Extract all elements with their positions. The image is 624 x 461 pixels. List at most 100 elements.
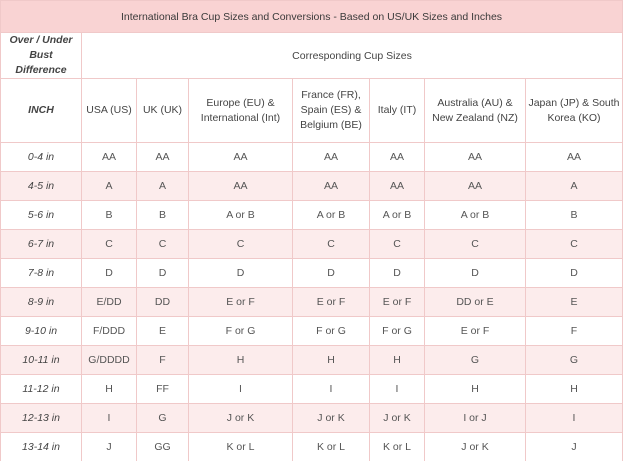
table-title: International Bra Cup Sizes and Conversi… xyxy=(0,0,623,33)
cup-size-cell: A or B xyxy=(369,200,425,230)
cup-size-cell: GG xyxy=(136,432,189,461)
cup-size-cell: D xyxy=(188,258,293,288)
cup-size-cell: H xyxy=(424,374,526,404)
cup-size-cell: C xyxy=(81,229,137,259)
difference-cell: 13-14 in xyxy=(0,432,82,461)
cup-size-cell: DD or E xyxy=(424,287,526,317)
cup-size-cell: G xyxy=(136,403,189,433)
cup-size-cell: FF xyxy=(136,374,189,404)
difference-cell: 10-11 in xyxy=(0,345,82,375)
difference-cell: 6-7 in xyxy=(0,229,82,259)
cup-size-cell: AA xyxy=(292,171,370,201)
cup-size-cell: I or J xyxy=(424,403,526,433)
column-header: USA (US) xyxy=(81,78,137,143)
cup-size-cell: I xyxy=(525,403,623,433)
cup-size-cell: K or L xyxy=(188,432,293,461)
column-header: Japan (JP) & South Korea (KO) xyxy=(525,78,623,143)
cup-size-cell: H xyxy=(292,345,370,375)
cup-size-cell: K or L xyxy=(369,432,425,461)
cup-size-cell: G xyxy=(424,345,526,375)
column-header: Italy (IT) xyxy=(369,78,425,143)
cup-size-cell: C xyxy=(292,229,370,259)
difference-cell: 9-10 in xyxy=(0,316,82,346)
difference-header: Over / Under Bust Difference xyxy=(0,32,82,79)
cup-size-cell: G xyxy=(525,345,623,375)
cup-size-cell: I xyxy=(188,374,293,404)
cup-size-cell: C xyxy=(525,229,623,259)
cup-size-cell: H xyxy=(81,374,137,404)
difference-cell: 5-6 in xyxy=(0,200,82,230)
cup-size-cell: F or G xyxy=(292,316,370,346)
cup-size-cell: A xyxy=(136,171,189,201)
cup-size-cell: AA xyxy=(369,171,425,201)
cup-size-cell: E or F xyxy=(369,287,425,317)
cup-size-cell: F xyxy=(136,345,189,375)
cup-size-cell: F xyxy=(525,316,623,346)
cup-size-cell: A or B xyxy=(188,200,293,230)
cup-size-cell: J or K xyxy=(424,432,526,461)
cup-size-cell: F/DDD xyxy=(81,316,137,346)
cup-size-cell: G/DDDD xyxy=(81,345,137,375)
cup-size-cell: E xyxy=(136,316,189,346)
column-header: Australia (AU) & New Zealand (NZ) xyxy=(424,78,526,143)
table-row: 7-8 in D D D D D D D xyxy=(0,258,623,288)
cup-size-cell: H xyxy=(369,345,425,375)
cup-size-cell: D xyxy=(292,258,370,288)
cup-size-cell: AA xyxy=(525,142,623,172)
cup-size-cell: D xyxy=(525,258,623,288)
cup-size-cell: B xyxy=(525,200,623,230)
column-header: Europe (EU) & International (Int) xyxy=(188,78,293,143)
difference-cell: 7-8 in xyxy=(0,258,82,288)
cup-size-cell: J or K xyxy=(188,403,293,433)
cup-size-cell: E or F xyxy=(424,316,526,346)
cup-size-cell: C xyxy=(369,229,425,259)
cup-size-cell: AA xyxy=(292,142,370,172)
cup-size-cell: J or K xyxy=(369,403,425,433)
cup-size-cell: H xyxy=(188,345,293,375)
cup-size-cell: E or F xyxy=(292,287,370,317)
cup-size-cell: F or G xyxy=(188,316,293,346)
cup-size-cell: AA xyxy=(369,142,425,172)
cup-size-cell: H xyxy=(525,374,623,404)
cup-size-cell: E or F xyxy=(188,287,293,317)
cup-size-cell: A xyxy=(81,171,137,201)
difference-cell: 8-9 in xyxy=(0,287,82,317)
cup-size-cell: AA xyxy=(424,142,526,172)
cup-size-cell: I xyxy=(292,374,370,404)
group-header: Corresponding Cup Sizes xyxy=(81,32,623,79)
cup-size-cell: AA xyxy=(424,171,526,201)
cup-size-cell: D xyxy=(424,258,526,288)
cup-size-cell: E/DD xyxy=(81,287,137,317)
cup-size-cell: F or G xyxy=(369,316,425,346)
cup-size-cell: D xyxy=(81,258,137,288)
table-row: 4-5 in A A AA AA AA AA A xyxy=(0,171,623,201)
cup-size-cell: C xyxy=(424,229,526,259)
cup-size-cell: C xyxy=(136,229,189,259)
unit-header: INCH xyxy=(0,78,82,143)
cup-size-cell: A or B xyxy=(424,200,526,230)
table-row: 6-7 in C C C C C C C xyxy=(0,229,623,259)
cup-size-cell: AA xyxy=(136,142,189,172)
cup-size-cell: AA xyxy=(188,142,293,172)
difference-cell: 4-5 in xyxy=(0,171,82,201)
cup-size-cell: C xyxy=(188,229,293,259)
cup-size-cell: A xyxy=(525,171,623,201)
table-body: 0-4 in AA AA AA AA AA AA AA 4-5 in A A AA AA AA AA A 5-6… xyxy=(0,142,623,461)
cup-size-cell: D xyxy=(136,258,189,288)
table-row: 11-12 in H FF I I I H H xyxy=(0,374,623,404)
cup-size-cell: AA xyxy=(81,142,137,172)
cup-size-cell: J xyxy=(525,432,623,461)
difference-cell: 11-12 in xyxy=(0,374,82,404)
cup-size-cell: J xyxy=(81,432,137,461)
cup-size-cell: AA xyxy=(188,171,293,201)
cup-size-cell: E xyxy=(525,287,623,317)
cup-size-cell: B xyxy=(81,200,137,230)
difference-cell: 12-13 in xyxy=(0,403,82,433)
cup-size-cell: I xyxy=(81,403,137,433)
